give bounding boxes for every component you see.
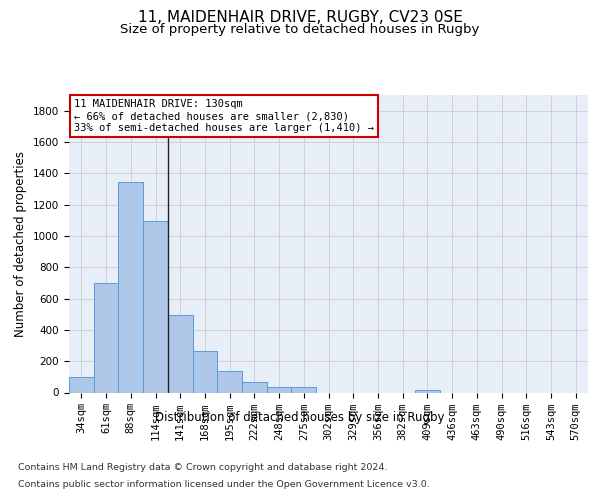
Bar (415, 390, 440, 392)
Bar (94, 283, 118, 393)
Text: 11 MAIDENHAIR DRIVE: 130sqm
← 66% of detached houses are smaller (2,830)
33% of : 11 MAIDENHAIR DRIVE: 130sqm ← 66% of det… (74, 100, 374, 132)
Text: Distribution of detached houses by size in Rugby: Distribution of detached houses by size … (155, 411, 445, 424)
Bar (242, 382, 267, 392)
Bar (267, 388, 292, 392)
Text: Size of property relative to detached houses in Rugby: Size of property relative to detached ho… (121, 22, 479, 36)
Text: Contains public sector information licensed under the Open Government Licence v3: Contains public sector information licen… (18, 480, 430, 489)
Bar (118, 182, 143, 392)
Bar (69, 378, 94, 392)
Bar (193, 350, 217, 393)
Bar (143, 220, 168, 392)
Text: 11, MAIDENHAIR DRIVE, RUGBY, CV23 0SE: 11, MAIDENHAIR DRIVE, RUGBY, CV23 0SE (137, 10, 463, 25)
Y-axis label: Number of detached properties: Number of detached properties (14, 151, 28, 337)
Bar (168, 316, 193, 392)
Bar (292, 388, 316, 392)
Text: Contains HM Land Registry data © Crown copyright and database right 2024.: Contains HM Land Registry data © Crown c… (18, 462, 388, 471)
Bar (217, 372, 242, 392)
